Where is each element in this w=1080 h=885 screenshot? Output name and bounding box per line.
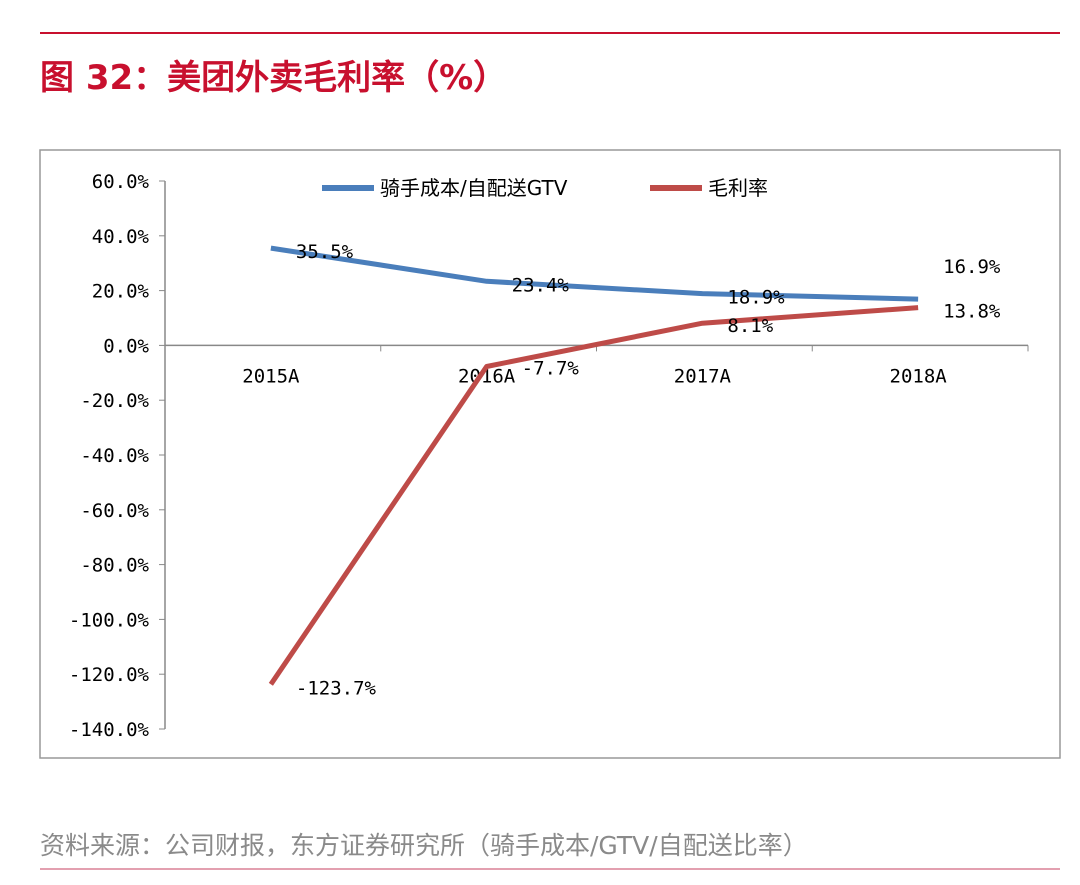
bottom-rule — [40, 868, 1060, 870]
x-tick-label: 2018A — [890, 365, 948, 387]
y-tick-label: 0.0% — [103, 335, 149, 357]
legend-label: 毛利率 — [708, 176, 768, 200]
data-label: 18.9% — [727, 287, 785, 309]
data-label: 8.1% — [727, 315, 773, 337]
y-tick-label: 60.0% — [92, 171, 150, 193]
source-note: 资料来源：公司财报，东方证券研究所（骑手成本/GTV/自配送比率） — [40, 831, 808, 860]
x-tick-label: 2016A — [458, 365, 516, 387]
y-tick-label: -60.0% — [80, 500, 149, 522]
figure-title: 图 32：美团外卖毛利率（%） — [40, 58, 508, 98]
data-label: -7.7% — [522, 357, 580, 379]
data-label: 35.5% — [296, 241, 354, 263]
y-tick-label: 20.0% — [92, 281, 150, 303]
plot-frame — [39, 149, 1061, 759]
legend-label: 骑手成本/自配送GTV — [380, 176, 568, 200]
y-tick-label: -20.0% — [80, 390, 149, 412]
y-tick-label: -40.0% — [80, 445, 149, 467]
top-rule — [40, 32, 1060, 34]
data-label: 13.8% — [943, 301, 1001, 323]
x-tick-label: 2017A — [674, 365, 732, 387]
data-label: -123.7% — [296, 677, 377, 699]
y-tick-label: -120.0% — [69, 664, 150, 686]
data-label: 16.9% — [943, 256, 1001, 278]
series-line-0 — [270, 245, 919, 302]
data-label: 23.4% — [512, 274, 570, 296]
y-tick-label: -80.0% — [80, 555, 149, 577]
y-tick-label: -140.0% — [69, 719, 150, 741]
y-tick-label: -100.0% — [69, 609, 150, 631]
x-tick-label: 2015A — [242, 365, 300, 387]
series-line-1 — [268, 305, 919, 686]
y-tick-label: 40.0% — [92, 226, 150, 248]
